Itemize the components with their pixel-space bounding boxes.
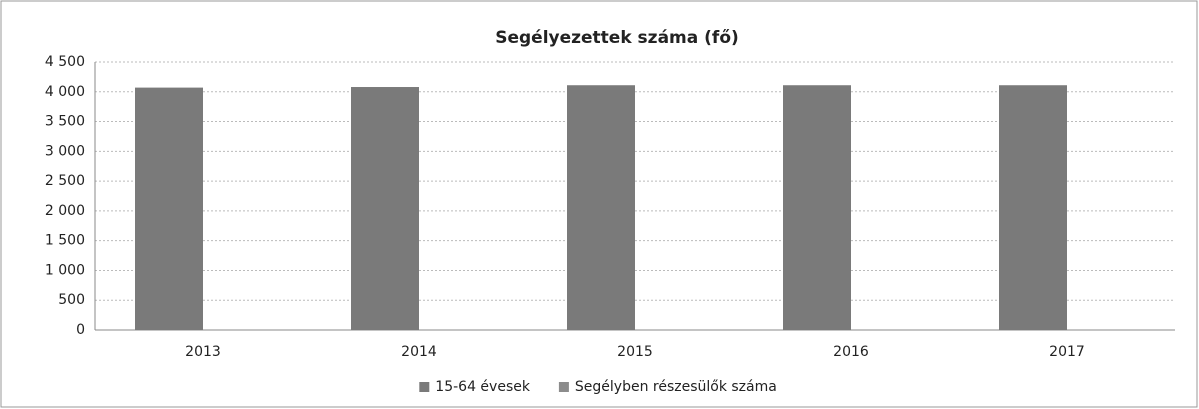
y-tick-label: 3 000 [45, 143, 85, 159]
legend-label: Segélyben részesülők száma [575, 379, 777, 395]
x-tick-label: 2016 [833, 344, 869, 360]
y-tick-label: 500 [58, 292, 85, 308]
legend-label: 15-64 évesek [435, 379, 531, 395]
y-tick-label: 1 000 [45, 262, 85, 278]
y-tick-label: 4 000 [45, 84, 85, 100]
chart-title: Segélyezettek száma (fő) [495, 28, 739, 48]
legend-swatch [419, 382, 430, 392]
x-tick-label: 2013 [185, 344, 221, 360]
y-tick-label: 3 500 [45, 114, 85, 130]
bar [567, 85, 635, 330]
bar [999, 85, 1067, 330]
x-tick-label: 2017 [1049, 344, 1085, 360]
y-tick-label: 2 500 [45, 173, 85, 189]
y-tick-label: 2 000 [45, 203, 85, 219]
y-tick-label: 4 500 [45, 54, 85, 70]
bar [783, 85, 851, 330]
y-tick-label: 0 [76, 322, 85, 338]
y-tick-label: 1 500 [45, 233, 85, 249]
bar [135, 87, 203, 330]
x-tick-label: 2014 [401, 344, 437, 360]
legend-swatch [558, 382, 569, 392]
bar [351, 87, 419, 330]
x-tick-label: 2015 [617, 344, 653, 360]
